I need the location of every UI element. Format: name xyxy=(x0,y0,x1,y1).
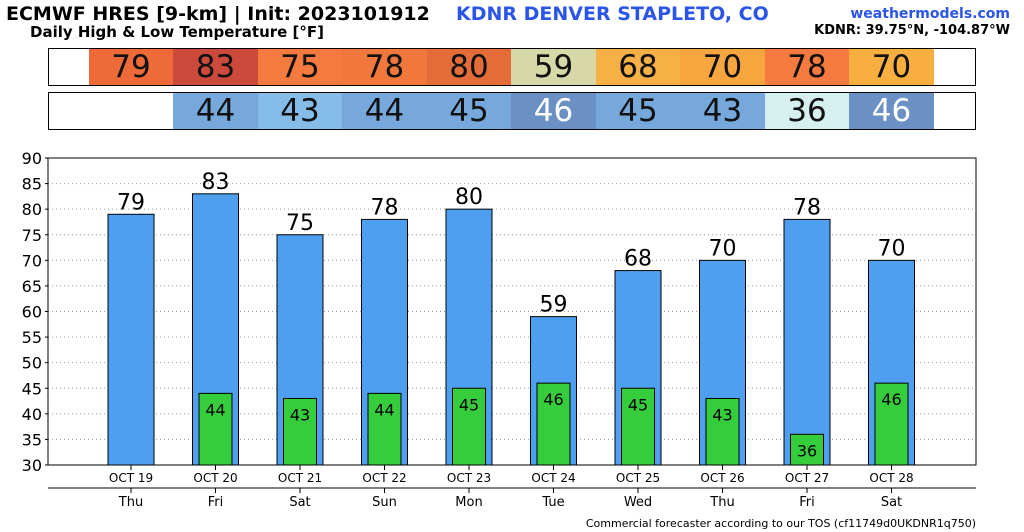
y-tick-label: 80 xyxy=(22,200,42,219)
low-value-label: 46 xyxy=(881,390,901,409)
y-tick-label: 45 xyxy=(22,379,42,398)
high-bar xyxy=(783,218,831,466)
high-value-label: 70 xyxy=(709,236,737,261)
low-bar xyxy=(621,387,655,466)
low-value-label: 45 xyxy=(628,395,648,414)
low-cell: 43 xyxy=(680,93,765,129)
low-cell: 45 xyxy=(426,93,512,129)
low-bar xyxy=(198,392,233,466)
high-value-label: 59 xyxy=(540,293,568,318)
y-tick-label: 40 xyxy=(22,405,42,424)
x-weekday-label: Thu xyxy=(118,495,143,510)
high-cell: 68 xyxy=(595,49,681,85)
low-value-label: 44 xyxy=(374,400,394,419)
high-cell: 59 xyxy=(511,49,596,85)
low-cell: 36 xyxy=(764,93,850,129)
y-tick-label: 30 xyxy=(22,456,42,475)
x-weekday-label: Wed xyxy=(624,495,652,510)
high-value-label: 79 xyxy=(117,190,145,215)
y-tick-label: 85 xyxy=(22,175,42,194)
y-tick-label: 50 xyxy=(22,354,42,373)
high-value-label: 80 xyxy=(455,185,483,210)
low-cell: 46 xyxy=(849,93,934,129)
high-value-label: 78 xyxy=(371,195,399,220)
high-cell: 79 xyxy=(88,49,174,85)
low-cell: 43 xyxy=(257,93,343,129)
high-value-label: 78 xyxy=(793,195,821,220)
x-date-label: OCT 21 xyxy=(278,471,322,485)
x-weekday-label: Sat xyxy=(289,495,310,510)
high-value-label: 70 xyxy=(878,236,906,261)
low-cell: 44 xyxy=(173,93,258,129)
chart-title: ECMWF HRES [9-km] | Init: 2023101912 xyxy=(6,3,430,25)
x-weekday-label: Fri xyxy=(799,495,815,510)
chart-subtitle: Daily High & Low Temperature [°F] xyxy=(30,23,325,41)
x-weekday-label: Fri xyxy=(208,495,224,510)
site-link[interactable]: weathermodels.com xyxy=(850,6,1010,22)
low-cell: 45 xyxy=(595,93,681,129)
x-date-label: OCT 26 xyxy=(700,471,744,485)
x-date-label: OCT 20 xyxy=(193,471,237,485)
low-value-label: 44 xyxy=(205,400,225,419)
high-bar xyxy=(107,213,155,466)
x-weekday-label: Mon xyxy=(455,495,482,510)
y-tick-label: 75 xyxy=(22,226,42,245)
high-cell: 78 xyxy=(342,49,427,85)
plot-frame xyxy=(47,157,977,466)
low-value-label: 43 xyxy=(290,405,310,424)
low-value-label: 43 xyxy=(712,405,732,424)
x-weekday-label: Sun xyxy=(372,495,397,510)
low-value-label: 45 xyxy=(459,395,479,414)
low-cell: 46 xyxy=(511,93,596,129)
x-weekday-label: Thu xyxy=(709,495,734,510)
low-bar xyxy=(705,397,740,466)
low-cell xyxy=(88,93,174,129)
footer-note: Commercial forecaster according to our T… xyxy=(585,517,976,530)
high-cell: 70 xyxy=(849,49,934,85)
x-date-label: OCT 22 xyxy=(362,471,406,485)
y-tick-label: 35 xyxy=(22,430,42,449)
high-cell: 78 xyxy=(764,49,850,85)
low-temperature-strip: 44 43 44 45 46 45 43 36 46 xyxy=(48,92,976,130)
x-date-label: OCT 27 xyxy=(785,471,829,485)
x-date-label: OCT 19 xyxy=(109,471,153,485)
x-date-label: OCT 25 xyxy=(616,471,660,485)
high-temperature-strip: 79 83 75 78 80 59 68 70 78 70 xyxy=(48,48,976,86)
high-value-label: 68 xyxy=(624,247,652,272)
high-value-label: 83 xyxy=(202,170,230,195)
high-cell: 75 xyxy=(257,49,343,85)
low-cell: 44 xyxy=(342,93,427,129)
low-value-label: 46 xyxy=(543,390,563,409)
low-value-label: 36 xyxy=(797,441,817,460)
high-value-label: 75 xyxy=(286,211,314,236)
station-coords: KDNR: 39.75°N, -104.87°W xyxy=(814,23,1010,38)
x-date-label: OCT 28 xyxy=(869,471,913,485)
y-tick-label: 55 xyxy=(22,328,42,347)
y-tick-label: 70 xyxy=(22,251,42,270)
y-tick-label: 60 xyxy=(22,303,42,322)
x-date-label: OCT 24 xyxy=(531,471,575,485)
low-bar xyxy=(874,382,909,466)
station-name: KDNR DENVER STAPLETO, CO xyxy=(456,3,769,25)
high-cell: 80 xyxy=(426,49,512,85)
y-tick-label: 65 xyxy=(22,277,42,296)
x-date-label: OCT 23 xyxy=(447,471,491,485)
high-cell: 83 xyxy=(173,49,258,85)
x-weekday-label: Tue xyxy=(541,495,564,510)
y-tick-label: 90 xyxy=(22,149,42,168)
high-cell: 70 xyxy=(680,49,765,85)
x-weekday-label: Sat xyxy=(881,495,902,510)
